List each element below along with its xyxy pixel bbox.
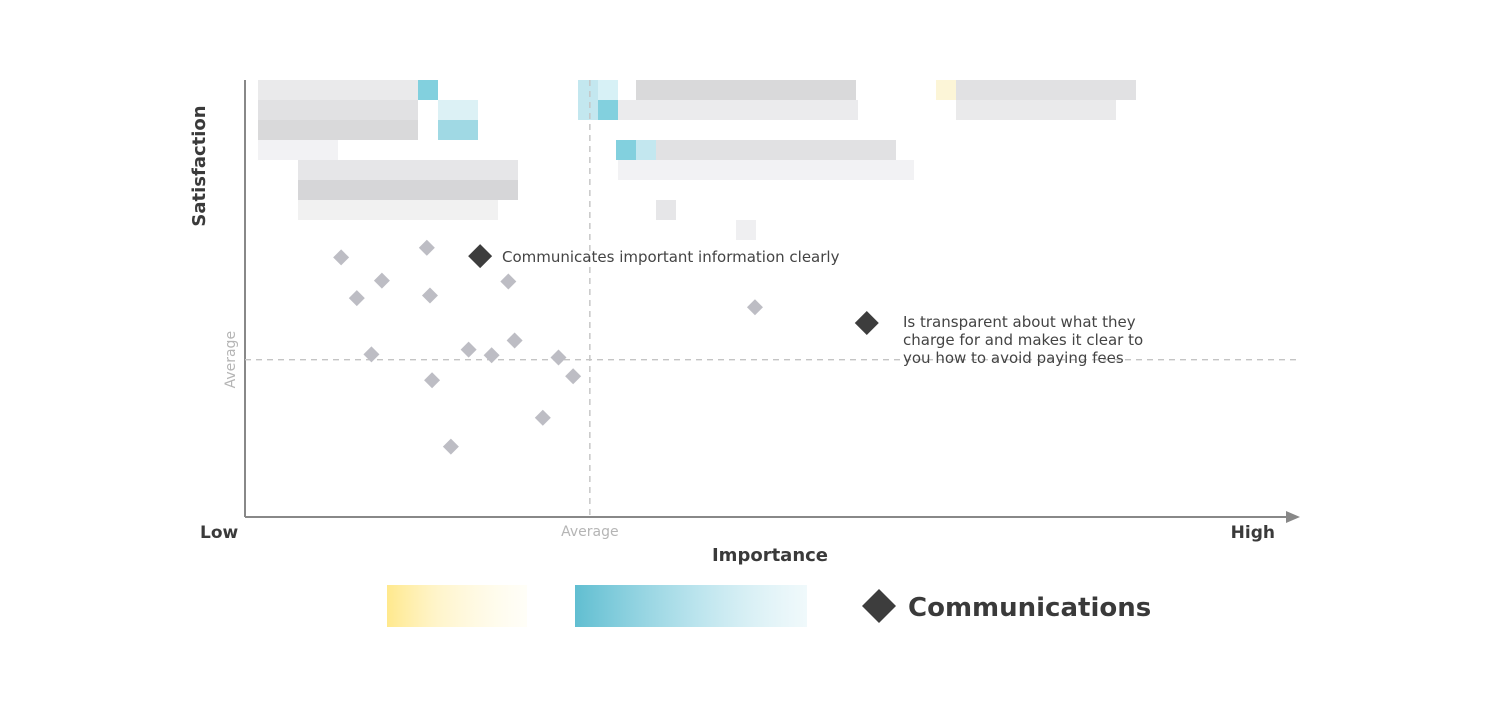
blur-block-23: [956, 80, 1136, 100]
blur-block-24: [956, 100, 1116, 120]
blur-block-16: [616, 140, 636, 160]
legend-label-communications: Communications: [908, 593, 1151, 623]
point-1: [418, 239, 435, 256]
point-14: [534, 409, 551, 426]
point-12: [424, 372, 441, 389]
point-11: [550, 349, 567, 366]
point-4: [421, 287, 438, 304]
blur-block-1: [258, 100, 418, 120]
point-8: [460, 341, 477, 358]
x-axis-title: Importance: [712, 545, 828, 566]
x-high-label: High: [1231, 523, 1275, 543]
annotation-transparent-fees-line-2: you how to avoid paying fees: [903, 349, 1124, 367]
highlight-point-1: [854, 310, 879, 335]
blur-block-7: [298, 160, 518, 180]
point-3: [348, 290, 365, 307]
point-2: [373, 272, 390, 289]
blurred-region: [258, 80, 1136, 240]
blur-block-19: [618, 160, 914, 180]
x-axis-arrowhead: [1286, 511, 1300, 523]
blur-block-22: [936, 80, 956, 100]
point-13: [565, 368, 582, 385]
blur-block-2: [258, 120, 418, 140]
blur-block-8: [298, 180, 518, 200]
blur-block-0: [258, 80, 418, 100]
blur-block-17: [636, 140, 656, 160]
legend-blurred-cyan: [575, 585, 807, 627]
point-9: [483, 347, 500, 364]
blur-block-9: [298, 200, 498, 220]
annotation-transparent-fees-line-1: charge for and makes it clear to: [903, 331, 1143, 349]
blur-block-13: [598, 100, 618, 120]
blur-block-10: [578, 80, 598, 100]
blur-block-21: [736, 220, 756, 240]
blur-block-11: [598, 80, 618, 100]
point-5: [500, 273, 517, 290]
highlight-point-0: [468, 244, 493, 269]
point-10: [506, 332, 523, 349]
legend-blurred-yellow: [387, 585, 527, 627]
point-6: [746, 299, 763, 316]
blur-block-20: [656, 200, 676, 220]
data-points: [333, 239, 879, 455]
x-average-label: Average: [561, 524, 619, 540]
x-low-label: Low: [200, 523, 239, 543]
y-average-label: Average: [223, 331, 239, 389]
annotation-transparent-fees: Is transparent about what they charge for…: [903, 313, 1143, 367]
point-15: [442, 438, 459, 455]
point-7: [363, 346, 380, 363]
legend-diamond-icon: [862, 589, 896, 623]
annotation-communicates-clearly: Communicates important information clear…: [502, 248, 840, 266]
legend: Communications: [387, 585, 1151, 627]
annotation-transparent-fees-line-0: Is transparent about what they: [903, 313, 1136, 331]
blur-block-5: [438, 120, 478, 140]
blur-block-15: [618, 100, 858, 120]
blur-block-3: [418, 80, 438, 100]
blur-block-14: [636, 80, 856, 100]
point-0: [333, 249, 350, 266]
blur-block-12: [578, 100, 598, 120]
y-axis-title: Satisfaction: [189, 105, 210, 226]
blur-block-18: [656, 140, 896, 160]
blur-block-6: [258, 140, 338, 160]
blur-block-4: [438, 100, 478, 120]
